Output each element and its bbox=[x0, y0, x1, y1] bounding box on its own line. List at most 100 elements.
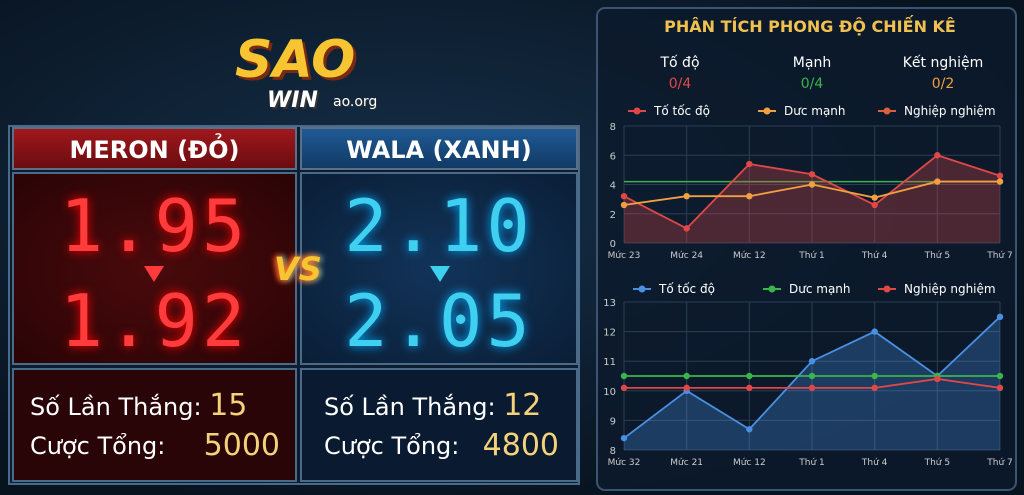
y-tick-label: 4 bbox=[610, 181, 616, 192]
data-point bbox=[934, 178, 941, 185]
data-point bbox=[871, 384, 878, 392]
data-point bbox=[746, 426, 753, 433]
stat-value: 0/2 bbox=[932, 76, 955, 92]
x-tick-label: Thứ 7 bbox=[986, 458, 1013, 468]
total-label: Cược Tổng: bbox=[324, 432, 460, 460]
legend-swatch bbox=[763, 107, 771, 115]
meron-title: MERON (ĐỎ) bbox=[12, 127, 297, 170]
data-point bbox=[746, 372, 753, 380]
data-point bbox=[683, 225, 690, 232]
x-tick-label: Thứ 5 bbox=[924, 458, 951, 468]
y-tick-label: 2 bbox=[610, 210, 616, 221]
data-point bbox=[746, 193, 753, 200]
legend-label: Nghiệp nghiệm bbox=[904, 282, 996, 296]
legend-swatch bbox=[883, 107, 891, 115]
meron-odds-old: 1.95 bbox=[59, 184, 250, 268]
stat-value: 0/4 bbox=[801, 76, 824, 92]
data-point bbox=[683, 193, 690, 200]
legend-swatch bbox=[768, 285, 776, 293]
stat-label: Mạnh bbox=[793, 55, 831, 71]
data-point bbox=[620, 372, 628, 380]
legend-swatch bbox=[638, 285, 646, 293]
vs-badge: VS bbox=[274, 250, 322, 288]
y-tick-label: 6 bbox=[610, 151, 616, 162]
y-tick-label: 12 bbox=[603, 328, 616, 339]
legend-swatch bbox=[883, 285, 891, 293]
wins: 12 bbox=[503, 388, 542, 423]
legend-label: Nghiệp nghiệm bbox=[904, 104, 996, 118]
data-point bbox=[871, 201, 878, 209]
x-tick-label: Mức 12 bbox=[733, 458, 766, 468]
series-area bbox=[624, 155, 1000, 243]
legend-swatch bbox=[633, 107, 641, 115]
y-tick-label: 13 bbox=[603, 298, 616, 309]
data-point bbox=[620, 193, 628, 200]
total: 4800 bbox=[482, 428, 559, 463]
data-point bbox=[996, 313, 1004, 320]
x-tick-label: Thứ 5 bbox=[924, 251, 951, 261]
data-point bbox=[808, 181, 816, 188]
data-point bbox=[996, 384, 1004, 392]
wins-label: Số Lần Thắng: bbox=[324, 393, 496, 421]
data-point bbox=[996, 178, 1004, 185]
x-tick-label: Mức 12 bbox=[733, 251, 766, 261]
x-tick-label: Thứ 1 bbox=[798, 458, 825, 468]
data-point bbox=[808, 171, 816, 178]
logo-sub: WIN bbox=[267, 88, 318, 113]
y-tick-label: 8 bbox=[610, 446, 616, 457]
x-tick-label: Thứ 7 bbox=[986, 251, 1013, 261]
wala-odds-box: 2.10 2.05 bbox=[300, 172, 578, 365]
analysis-title: PHÂN TÍCH PHONG ĐỘ CHIẾN KÊ bbox=[664, 15, 956, 36]
panel-frame bbox=[596, 7, 1017, 491]
data-point bbox=[871, 328, 878, 335]
wala-title: WALA (XANH) bbox=[300, 127, 578, 170]
data-point bbox=[871, 372, 878, 380]
data-point bbox=[620, 201, 628, 209]
legend-label: Dưc mạnh bbox=[784, 104, 846, 118]
data-point bbox=[934, 375, 941, 383]
total: 5000 bbox=[203, 428, 280, 463]
stat-label: Kết nghiệm bbox=[903, 54, 984, 71]
data-point bbox=[683, 384, 690, 392]
x-tick-label: Mức 23 bbox=[608, 251, 641, 261]
x-tick-label: Thứ 4 bbox=[861, 251, 888, 261]
data-point bbox=[808, 372, 816, 380]
down-arrow bbox=[430, 266, 450, 282]
wins: 15 bbox=[209, 388, 248, 423]
x-tick-label: Thứ 4 bbox=[861, 458, 888, 468]
logo-main: SAO bbox=[235, 30, 356, 90]
wala-odds-old: 2.10 bbox=[344, 184, 534, 268]
y-tick-label: 0 bbox=[610, 239, 616, 250]
data-point bbox=[683, 372, 690, 380]
data-point bbox=[808, 384, 816, 392]
y-tick-label: 10 bbox=[603, 387, 616, 398]
data-point bbox=[808, 358, 816, 365]
wins-label: Số Lần Thắng: bbox=[30, 393, 202, 421]
meron-odds-box: 1.95 1.92 bbox=[12, 172, 297, 365]
wala-odds-new: 2.05 bbox=[344, 279, 534, 363]
legend-label: Dưc mạnh bbox=[789, 282, 851, 296]
stat-label: Tố độ bbox=[659, 54, 699, 71]
data-point bbox=[871, 194, 878, 201]
series-area bbox=[624, 316, 1000, 450]
y-tick-label: 8 bbox=[610, 122, 616, 133]
x-tick-label: Thứ 1 bbox=[798, 251, 825, 261]
legend-label: Tố tốc độ bbox=[658, 282, 715, 296]
legend-label: Tố tốc độ bbox=[653, 104, 710, 118]
x-tick-label: Mức 32 bbox=[608, 458, 641, 468]
down-arrow bbox=[144, 266, 164, 282]
data-point bbox=[996, 372, 1004, 380]
meron-odds-new: 1.92 bbox=[59, 279, 250, 363]
data-point bbox=[620, 384, 628, 392]
data-point bbox=[746, 160, 753, 168]
data-point bbox=[934, 152, 941, 159]
y-tick-label: 11 bbox=[603, 357, 616, 368]
x-tick-label: Mức 24 bbox=[670, 251, 703, 261]
x-tick-label: Mức 21 bbox=[670, 458, 703, 468]
logo: SAO WIN ao.org bbox=[215, 10, 395, 120]
data-point bbox=[746, 384, 753, 392]
y-tick-label: 9 bbox=[610, 416, 616, 427]
wala-stats: Số Lần Thắng: 12 Cược Tổng: 4800 bbox=[300, 368, 578, 482]
